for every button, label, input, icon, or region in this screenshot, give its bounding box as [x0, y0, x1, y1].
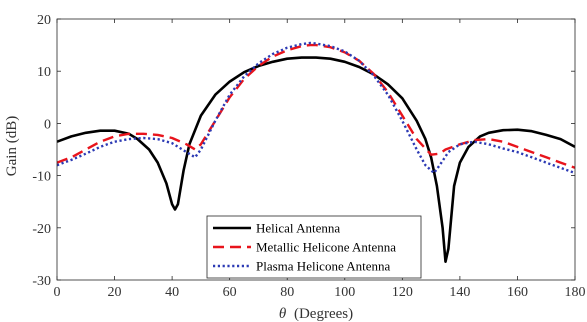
x-tick-label: 100: [334, 285, 355, 300]
x-tick-label: 80: [280, 285, 294, 300]
x-axis-unit: (Degrees): [294, 306, 353, 322]
legend-label-1: Helical Antenna: [256, 221, 340, 236]
y-tick-label: -30: [32, 274, 51, 289]
tick-labels: 0 20 40 60 80 100 120 140 160 180 -30 -20 -10 0 10 20: [32, 13, 585, 300]
x-tick-label: 40: [165, 285, 179, 300]
x-tick-label: 180: [565, 285, 586, 300]
x-axis-symbol: θ: [279, 306, 287, 322]
legend-label-3: Plasma Helicone Antenna: [256, 259, 391, 274]
y-tick-label: 0: [44, 117, 51, 132]
axes: [56, 18, 576, 281]
series-line-2: [57, 43, 575, 169]
x-tick-label: 60: [223, 285, 237, 300]
legend-label-2: Metallic Helicone Antenna: [256, 240, 396, 255]
legend: Helical Antenna Metallic Helicone Antenna…: [206, 215, 422, 279]
legend-box: [206, 215, 422, 279]
x-axis-label: θ (Degrees): [279, 306, 353, 322]
y-tick-label: 10: [37, 65, 51, 80]
y-tick-label: 20: [37, 13, 51, 28]
axes-box: [56, 18, 576, 281]
x-tick-label: 140: [449, 285, 470, 300]
series-lines: [57, 41, 575, 263]
x-tick-label: 160: [507, 285, 528, 300]
x-tick-label: 0: [54, 285, 61, 300]
y-tick-label: -10: [32, 170, 51, 185]
series-line-3: [57, 41, 575, 175]
x-tick-label: 120: [392, 285, 413, 300]
y-axis-label: Gain (dB): [4, 116, 20, 176]
y-tick-label: -20: [32, 222, 51, 237]
x-tick-label: 20: [108, 285, 122, 300]
series-line-1: [57, 56, 575, 263]
